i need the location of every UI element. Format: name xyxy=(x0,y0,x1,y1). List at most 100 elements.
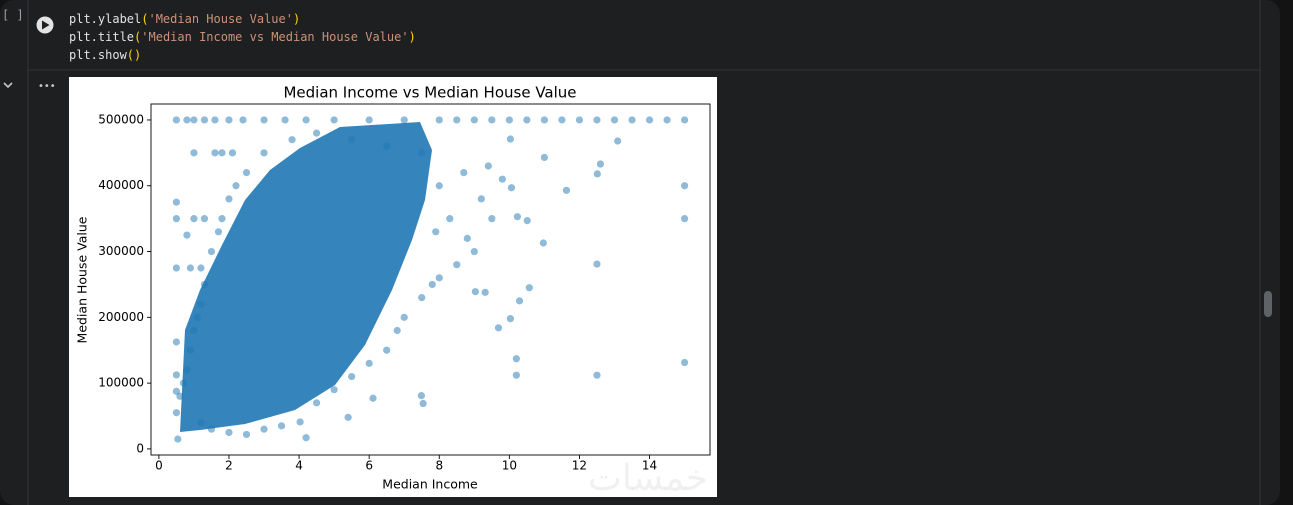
point xyxy=(470,116,478,124)
point xyxy=(344,413,352,421)
point xyxy=(593,260,601,268)
x-tick-label: 0 xyxy=(155,459,163,473)
x-tick-label: 6 xyxy=(365,459,373,473)
code-line[interactable]: plt.ylabel('Median House Value') xyxy=(69,12,300,26)
point xyxy=(225,428,233,437)
point xyxy=(505,116,513,124)
y-axis-label: Median House Value xyxy=(75,216,90,343)
point xyxy=(593,371,601,379)
point xyxy=(488,215,496,223)
point xyxy=(172,371,181,379)
point xyxy=(498,175,506,183)
point xyxy=(383,346,391,354)
code-token: ( xyxy=(141,12,148,26)
x-axis-label: Median Income xyxy=(382,477,478,492)
point xyxy=(539,239,547,247)
point-cloud-core xyxy=(180,122,432,432)
point xyxy=(186,264,195,272)
point xyxy=(453,116,461,124)
chart-title: Median Income vs Median House Value xyxy=(283,84,576,102)
code-editor[interactable]: plt.ylabel('Median House Value') plt.titl… xyxy=(69,12,416,62)
run-button[interactable] xyxy=(36,16,54,34)
point xyxy=(225,195,233,203)
point xyxy=(183,231,191,239)
point xyxy=(302,434,310,442)
point xyxy=(260,149,268,157)
point xyxy=(663,116,671,124)
point xyxy=(225,116,233,124)
point xyxy=(680,215,689,223)
execution-count: [ ] xyxy=(2,8,24,22)
point xyxy=(435,116,443,124)
point xyxy=(348,372,356,381)
point xyxy=(190,149,198,157)
point xyxy=(515,297,524,305)
point xyxy=(186,346,195,354)
points xyxy=(172,116,689,443)
point xyxy=(183,116,191,124)
code-line[interactable]: plt.title('Median Income vs Median House… xyxy=(69,30,416,44)
point xyxy=(197,264,205,272)
point xyxy=(296,418,304,426)
y-tick-label: 400000 xyxy=(98,178,144,192)
point xyxy=(197,300,205,308)
code-line[interactable]: plt.show() xyxy=(69,48,141,62)
point xyxy=(214,228,223,236)
point xyxy=(239,116,247,124)
point xyxy=(488,116,496,124)
code-token: ) xyxy=(293,12,300,26)
point xyxy=(513,213,522,221)
y-tick-label: 300000 xyxy=(98,244,144,258)
point xyxy=(365,359,373,367)
x-tick-label: 2 xyxy=(225,459,233,473)
x-tick-label: 12 xyxy=(572,459,587,473)
y-tick-label: 200000 xyxy=(98,310,144,324)
point xyxy=(525,284,533,292)
point xyxy=(628,116,636,124)
point xyxy=(302,116,310,124)
point xyxy=(190,116,198,124)
point xyxy=(418,149,426,157)
point xyxy=(172,116,181,124)
point xyxy=(281,116,289,124)
point xyxy=(481,288,489,296)
point xyxy=(207,247,216,256)
point xyxy=(593,170,601,178)
point xyxy=(383,142,391,150)
point xyxy=(558,116,566,124)
code-token: ) xyxy=(409,30,416,44)
point xyxy=(211,116,219,124)
point xyxy=(228,149,237,157)
watermark: خمسات xyxy=(588,458,708,499)
point xyxy=(176,392,184,400)
point xyxy=(435,182,443,190)
point xyxy=(610,116,619,124)
output-menu[interactable]: ••• xyxy=(38,81,56,92)
point xyxy=(172,409,181,417)
run-button-icon[interactable] xyxy=(42,20,50,30)
point xyxy=(575,116,584,124)
point xyxy=(507,184,516,192)
point xyxy=(477,195,485,203)
point xyxy=(453,261,461,269)
point xyxy=(242,168,251,177)
point xyxy=(369,394,377,402)
point xyxy=(614,137,622,145)
x-tick-label: 14 xyxy=(642,459,657,473)
point xyxy=(218,149,226,157)
point xyxy=(190,215,198,223)
collapse-output[interactable] xyxy=(3,82,13,89)
point xyxy=(484,162,492,170)
point xyxy=(190,326,198,335)
x-tick-label: 4 xyxy=(295,459,303,473)
point xyxy=(200,280,209,289)
point xyxy=(260,425,268,433)
x-tick-label: 10 xyxy=(502,459,517,473)
scrollbar[interactable] xyxy=(1264,291,1272,317)
point xyxy=(432,228,440,236)
point xyxy=(506,135,515,143)
point xyxy=(540,153,549,162)
point xyxy=(512,371,520,379)
point xyxy=(562,186,571,194)
